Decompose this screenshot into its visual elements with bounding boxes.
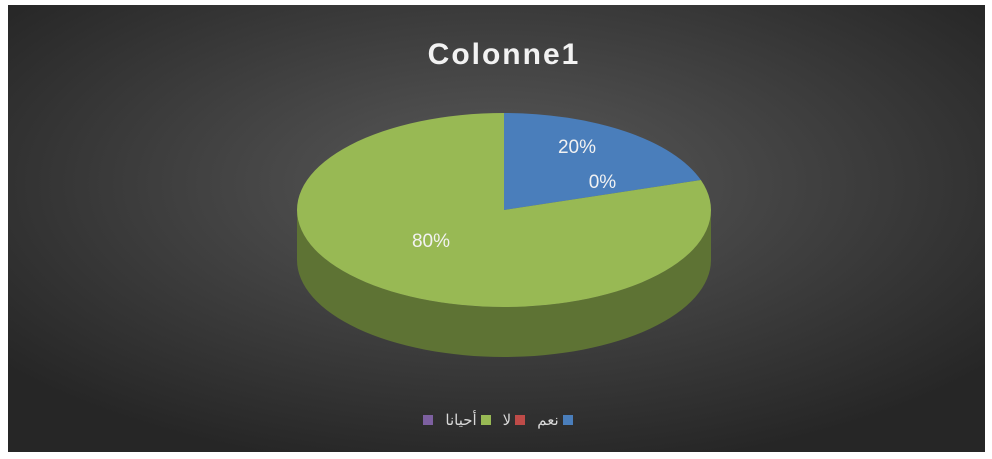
legend: نعم لا أحيانا	[0, 411, 992, 429]
data-label: 20%	[558, 137, 596, 158]
data-label: 80%	[412, 231, 450, 252]
legend-swatch	[480, 415, 491, 425]
data-label: 0%	[589, 172, 617, 193]
chart-title: Colonne1	[428, 38, 581, 71]
pie-slice	[504, 113, 701, 210]
legend-label: أحيانا	[445, 412, 477, 429]
legend-label: نعم	[537, 412, 559, 429]
pie-slice	[296, 113, 712, 307]
legend-item: أحيانا	[445, 411, 491, 429]
legend-swatch	[515, 415, 526, 425]
legend-item	[419, 411, 434, 429]
pie-slice-side	[297, 210, 711, 357]
legend-item: نعم	[537, 411, 573, 429]
legend-swatch	[562, 415, 573, 425]
legend-item: لا	[503, 411, 526, 429]
legend-label: لا	[502, 412, 512, 429]
legend-swatch	[423, 415, 434, 425]
